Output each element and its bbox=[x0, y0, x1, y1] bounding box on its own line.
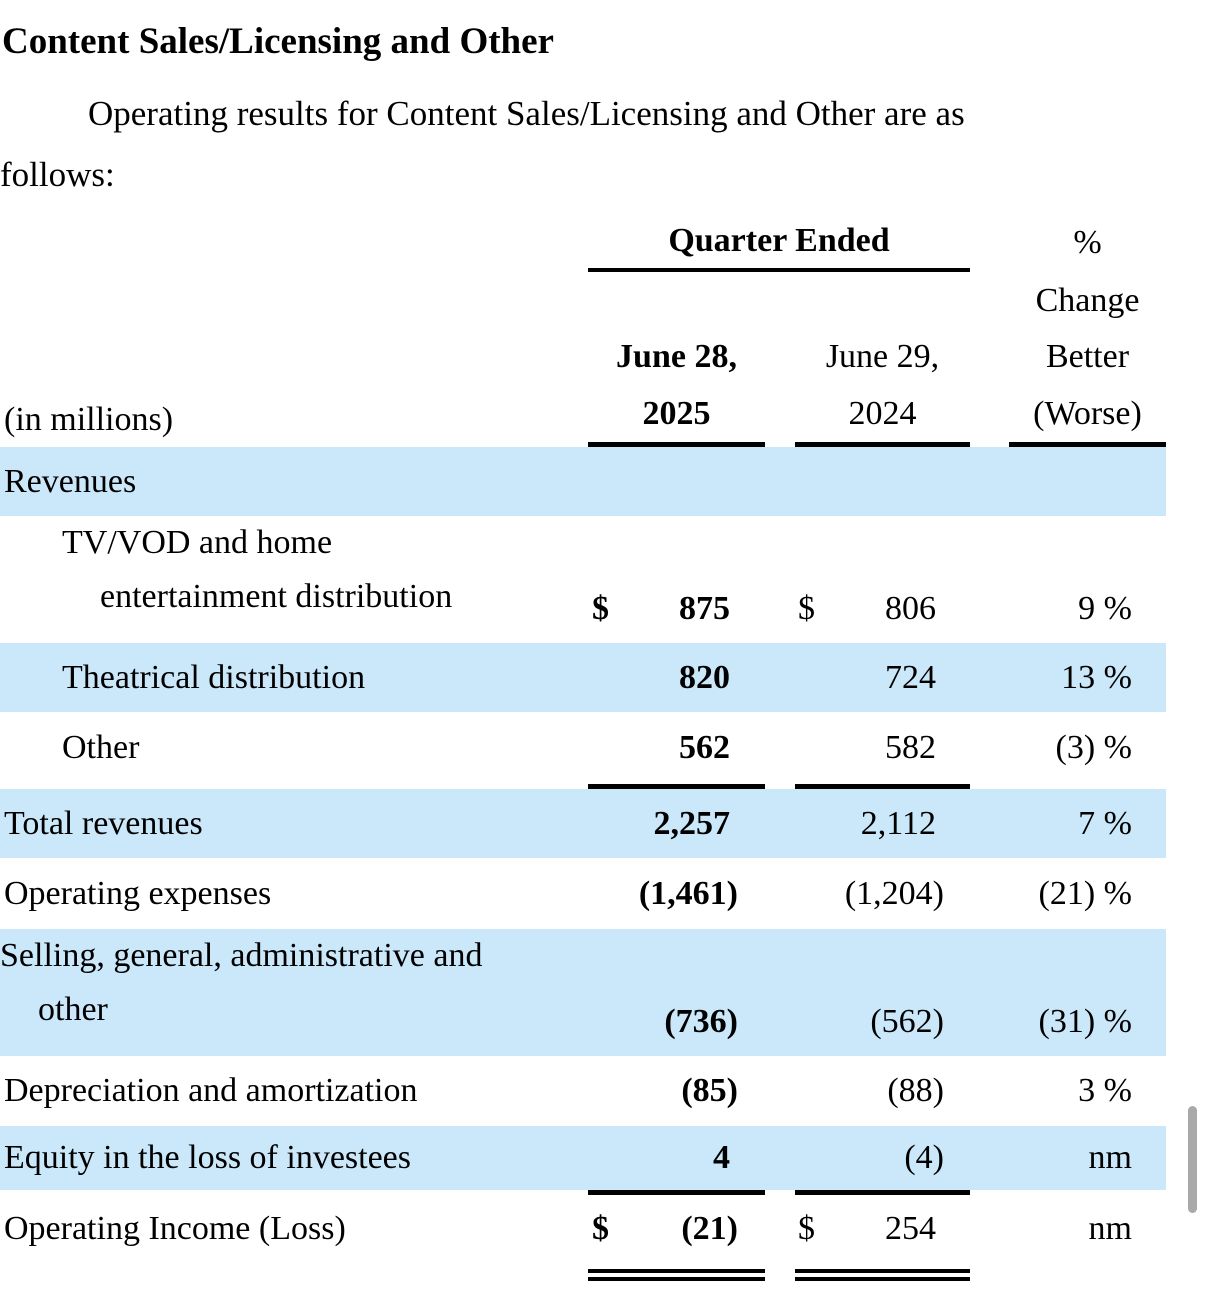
row-label-line-2: entertainment distribution bbox=[100, 578, 453, 615]
currency-sign: $ bbox=[798, 1209, 815, 1247]
pct-change: 13 % bbox=[1061, 658, 1132, 696]
rule-segment-2024 bbox=[795, 1190, 970, 1195]
header-year-2025: 2025 bbox=[588, 385, 765, 447]
operating-results-table: Quarter Ended % Change June 28, June 29,… bbox=[0, 214, 1166, 1281]
amount: (21) bbox=[681, 1209, 738, 1247]
header-pct-better: Better bbox=[1045, 338, 1130, 375]
row-label-line-1: Selling, general, administrative and bbox=[0, 937, 483, 974]
table-row-other: Other 562 582 (3) % bbox=[0, 712, 1166, 784]
value-2024: (88) bbox=[887, 1072, 944, 1109]
header-row-years: (in millions) 2025 2024 (Worse) bbox=[0, 385, 1166, 447]
row-label: Selling, general, administrative and oth… bbox=[0, 929, 588, 1056]
rule-segment-2025 bbox=[588, 784, 765, 789]
double-rule-segment-2025 bbox=[588, 1269, 765, 1281]
header-pct-worse: (Worse) bbox=[1009, 385, 1166, 447]
value-2025: $ 875 bbox=[588, 516, 765, 643]
pct-change: (3) % bbox=[1055, 729, 1132, 766]
table-row-theatrical: Theatrical distribution 820 724 13 % bbox=[0, 643, 1166, 712]
value-2025: 4 bbox=[713, 1139, 730, 1176]
value-2025: $ (21) bbox=[588, 1195, 765, 1262]
pct-change: 7 % bbox=[1078, 804, 1132, 842]
table-row-total-revenues: Total revenues 2,257 2,112 7 % bbox=[0, 789, 1166, 858]
amount: 254 bbox=[885, 1209, 936, 1247]
table-row-depreciation: Depreciation and amortization (85) (88) … bbox=[0, 1056, 1166, 1126]
table-row-tvvod: TV/VOD and home entertainment distributi… bbox=[0, 516, 1166, 643]
pct-change: 9 % bbox=[1078, 590, 1132, 627]
pct-change: (31) % bbox=[1038, 1003, 1132, 1040]
header-date-2025: June 28, bbox=[616, 338, 737, 375]
row-label: TV/VOD and home entertainment distributi… bbox=[0, 516, 588, 643]
row-label: Operating expenses bbox=[4, 874, 272, 912]
value-2025: 820 bbox=[679, 658, 730, 696]
header-row-group: Quarter Ended % bbox=[0, 214, 1166, 272]
table-row-operating-income: Operating Income (Loss) $ (21) $ 254 nm bbox=[0, 1195, 1166, 1262]
intro-paragraph: Operating results for Content Sales/Lice… bbox=[0, 94, 965, 195]
value-2024: 2,112 bbox=[860, 804, 936, 842]
double-rule-segment-2024 bbox=[795, 1269, 970, 1281]
table-row-revenues: Revenues bbox=[0, 447, 1166, 516]
value-2024: (4) bbox=[904, 1139, 944, 1176]
pct-change: nm bbox=[1088, 1209, 1132, 1247]
vertical-scrollbar-thumb[interactable] bbox=[1188, 1106, 1197, 1213]
amount: 806 bbox=[885, 590, 936, 627]
value-2025: (736) bbox=[664, 1003, 738, 1040]
value-2024: (562) bbox=[870, 1003, 944, 1040]
header-year-2024: 2024 bbox=[795, 385, 970, 447]
row-label: Theatrical distribution bbox=[62, 658, 366, 696]
row-label: Revenues bbox=[4, 462, 137, 500]
unit-label: (in millions) bbox=[4, 401, 174, 438]
section-title: Content Sales/Licensing and Other bbox=[2, 21, 554, 62]
intro-line-2: follows: bbox=[0, 155, 115, 194]
table-row-operating-expenses: Operating expenses (1,461) (1,204) (21) … bbox=[0, 858, 1166, 929]
header-pct-sign: % bbox=[1073, 224, 1102, 261]
value-2024: $ 254 bbox=[795, 1195, 970, 1262]
rule-segment-2025 bbox=[588, 1190, 765, 1195]
row-label: Operating Income (Loss) bbox=[4, 1209, 346, 1247]
value-2025: 562 bbox=[679, 729, 730, 766]
row-label-line-1: TV/VOD and home bbox=[62, 524, 333, 561]
value-2024: 582 bbox=[885, 729, 936, 766]
header-pct-change: Change bbox=[1035, 281, 1140, 319]
pct-change: (21) % bbox=[1038, 874, 1132, 912]
value-2025: 2,257 bbox=[653, 804, 731, 842]
grand-total-double-rule bbox=[0, 1269, 1166, 1281]
rule-segment-2024 bbox=[795, 784, 970, 789]
row-label: Depreciation and amortization bbox=[4, 1072, 418, 1109]
subtotal-rule bbox=[0, 784, 1166, 789]
header-date-2024: June 29, bbox=[825, 338, 940, 375]
header-quarter-ended: Quarter Ended bbox=[588, 214, 970, 272]
value-2024: 724 bbox=[885, 658, 936, 696]
currency-sign: $ bbox=[592, 1209, 609, 1247]
pct-change: 3 % bbox=[1078, 1072, 1132, 1109]
value-2025: (85) bbox=[681, 1072, 738, 1109]
amount: 875 bbox=[679, 590, 730, 627]
currency-sign: $ bbox=[592, 590, 609, 627]
row-label: Total revenues bbox=[4, 804, 203, 842]
header-row-change: Change bbox=[0, 272, 1166, 329]
row-label: Other bbox=[62, 729, 140, 766]
table-row-equity-investees: Equity in the loss of investees 4 (4) nm bbox=[0, 1126, 1166, 1190]
subtotal-rule bbox=[0, 1190, 1166, 1195]
value-2024: (1,204) bbox=[844, 874, 944, 912]
pct-change: nm bbox=[1088, 1139, 1132, 1176]
row-label: Equity in the loss of investees bbox=[4, 1139, 412, 1176]
table-row-sga: Selling, general, administrative and oth… bbox=[0, 929, 1166, 1056]
value-2025: (1,461) bbox=[638, 874, 738, 912]
currency-sign: $ bbox=[798, 590, 815, 627]
header-row-dates: June 28, June 29, Better bbox=[0, 329, 1166, 385]
intro-line-1: Operating results for Content Sales/Lice… bbox=[88, 94, 965, 133]
row-label-line-2: other bbox=[38, 991, 108, 1028]
value-2024: $ 806 bbox=[795, 516, 970, 643]
